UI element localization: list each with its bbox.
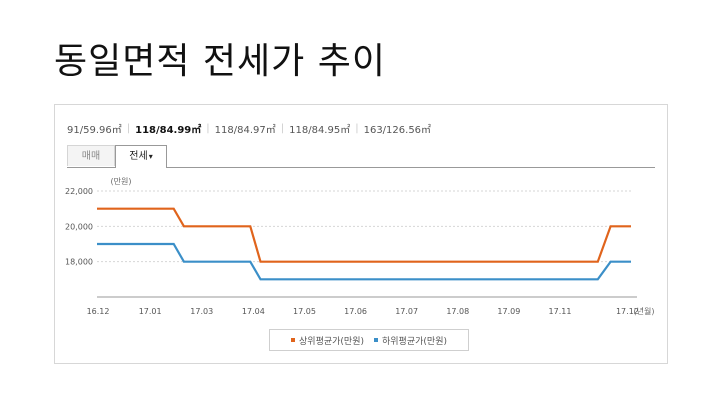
x-tick-label: 17.06	[344, 307, 367, 316]
chart-legend: 상위평균가(만원) 하위평균가(만원)	[269, 329, 469, 351]
tab-jeonse[interactable]: 전세▾	[115, 145, 167, 168]
y-tick-label: 22,000	[65, 187, 93, 196]
legend-label-upper: 상위평균가(만원)	[299, 336, 364, 347]
series-line-0	[97, 207, 631, 263]
size-tab-118-8495[interactable]: 118/84.95㎡	[289, 125, 351, 136]
tab-separator: |	[280, 123, 285, 134]
y-tick-label: 18,000	[65, 258, 93, 267]
size-tab-91[interactable]: 91/59.96㎡	[67, 125, 122, 136]
size-tab-118-8497[interactable]: 118/84.97㎡	[214, 125, 276, 136]
trade-type-tabs: 매매 전세▾	[67, 145, 655, 168]
chevron-down-icon: ▾	[148, 152, 153, 161]
tab-jeonse-label: 전세	[129, 151, 148, 162]
tab-sale[interactable]: 매매	[67, 145, 115, 166]
x-tick-label: 17.07	[395, 307, 418, 316]
x-tick-label: 17.04	[242, 307, 265, 316]
size-tab-163[interactable]: 163/126.56㎡	[363, 125, 432, 136]
x-tick-label: 17.12	[616, 307, 639, 316]
y-axis-unit: (만원)	[111, 177, 132, 186]
x-tick-label: 17.05	[293, 307, 316, 316]
tab-separator: |	[126, 123, 131, 134]
x-tick-label: 17.08	[446, 307, 469, 316]
area-size-tabs: 91/59.96㎡ | 118/84.99㎡ | 118/84.97㎡ | 11…	[67, 121, 431, 136]
x-tick-label: 17.03	[190, 307, 213, 316]
legend-swatch-upper	[291, 338, 296, 342]
tab-sale-label: 매매	[81, 151, 101, 162]
tab-separator: |	[206, 123, 210, 134]
x-tick-label: 17.01	[139, 307, 162, 316]
legend-label-lower: 하위평균가(만원)	[382, 336, 447, 347]
line-chart: (만원) (년월) 22,000 20,000 18,000 16.12 17.01 17…	[65, 177, 655, 316]
slide-title: 동일면적 전세가 추이	[54, 41, 386, 82]
series-line-1	[97, 242, 631, 281]
legend-swatch-lower	[374, 338, 378, 342]
x-tick-label: 17.11	[549, 307, 572, 316]
y-tick-label: 20,000	[65, 222, 93, 231]
chart-panel: 91/59.96㎡ | 118/84.99㎡ | 118/84.97㎡ | 11…	[54, 104, 668, 364]
legend-item-upper[interactable]: 상위평균가(만원)	[291, 334, 364, 347]
size-tab-118-8499[interactable]: 118/84.99㎡	[135, 125, 202, 136]
x-axis-unit: (년월)	[634, 306, 655, 316]
tab-separator: |	[355, 123, 359, 134]
legend-item-lower[interactable]: 하위평균가(만원)	[374, 334, 447, 347]
x-tick-label: 16.12	[87, 307, 110, 316]
x-tick-label: 17.09	[497, 307, 520, 316]
